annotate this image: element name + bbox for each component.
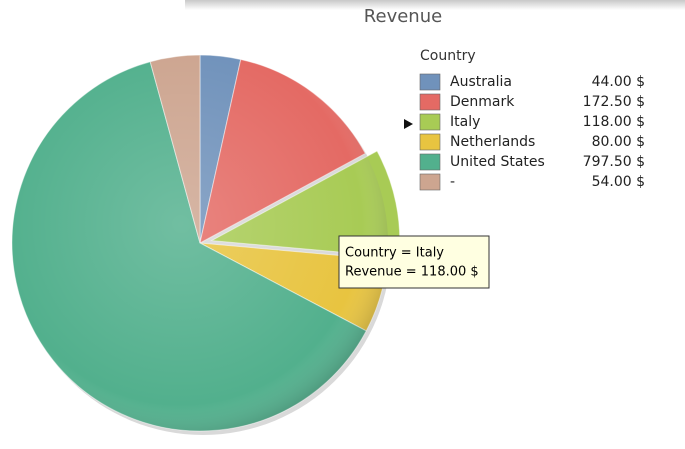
selection-arrow	[404, 119, 413, 129]
legend-swatch	[419, 93, 441, 111]
legend-swatch	[419, 133, 441, 151]
legend: Australia 44.00 $ Denmark 172.50 $ Italy 118.…	[419, 73, 645, 191]
tooltip-line: Revenue = 118.00 $	[345, 265, 479, 280]
legend-value: 54.00 $	[592, 174, 645, 190]
legend-label: United States	[450, 154, 545, 170]
legend-value: 44.00 $	[592, 74, 645, 90]
legend-label: Netherlands	[450, 134, 535, 150]
legend-value: 797.50 $	[583, 154, 645, 170]
legend-label: -	[450, 174, 455, 190]
legend-label: Australia	[450, 74, 512, 90]
window-shadow	[185, 0, 685, 10]
legend-title: Country	[420, 48, 476, 64]
legend-label: Denmark	[450, 94, 515, 110]
legend-swatch	[419, 73, 441, 91]
legend-swatch	[419, 173, 441, 191]
legend-swatch	[419, 153, 441, 171]
tooltip: Country = Italy Revenue = 118.00 $	[338, 235, 490, 289]
legend-value: 80.00 $	[592, 134, 645, 150]
legend-value: 118.00 $	[583, 114, 645, 130]
legend-value: 172.50 $	[583, 94, 645, 110]
tooltip-box	[338, 235, 490, 289]
tooltip-line: Country = Italy	[345, 246, 444, 261]
chart-title: Revenue	[364, 6, 442, 27]
legend-label: Italy	[450, 114, 480, 130]
legend-swatch	[419, 113, 441, 131]
